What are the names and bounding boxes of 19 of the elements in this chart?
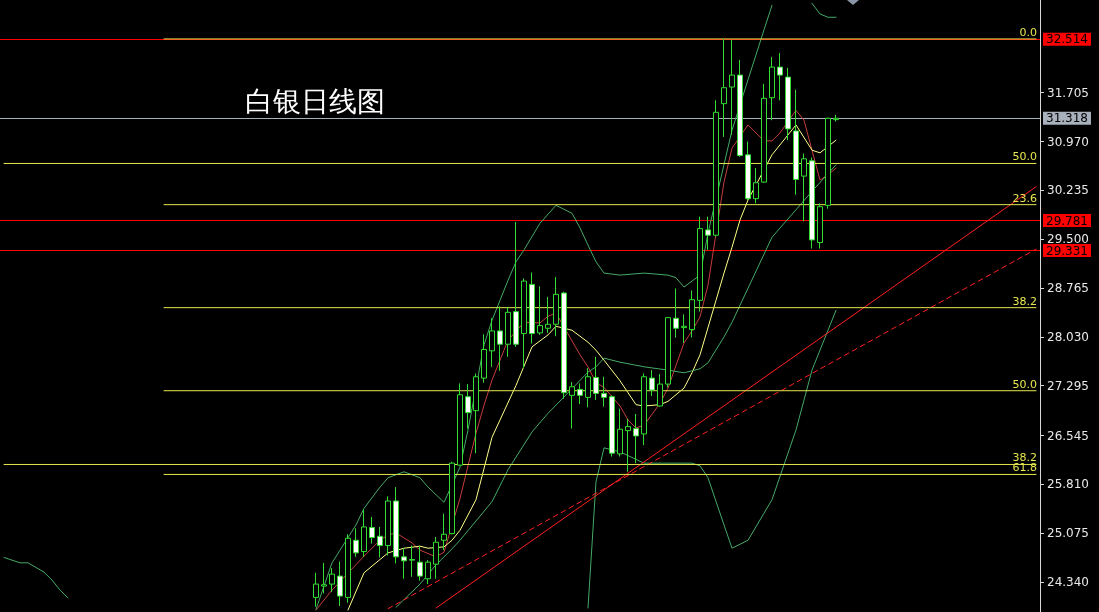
ref-line-label: 29.331 bbox=[1046, 243, 1088, 258]
annotation: 0.0 bbox=[1019, 25, 1037, 39]
y-tick-label: 25.810 bbox=[1047, 477, 1089, 492]
y-tick-label: 25.075 bbox=[1047, 526, 1089, 541]
y-tick-label: 30.970 bbox=[1047, 134, 1089, 149]
y-tick-label: 27.295 bbox=[1047, 378, 1089, 393]
annotation: 38.2 bbox=[1012, 294, 1037, 308]
y-tick-label: 28.030 bbox=[1047, 329, 1089, 344]
y-tick-label: 28.765 bbox=[1047, 281, 1089, 296]
y-tick-label: 26.545 bbox=[1047, 428, 1089, 443]
y-tick-label: 31.705 bbox=[1047, 85, 1089, 100]
y-tick-label: 30.235 bbox=[1047, 183, 1089, 198]
y-tick-label: 24.340 bbox=[1047, 575, 1089, 590]
ref-line-label: 32.514 bbox=[1046, 32, 1088, 47]
ref-line-label: 31.318 bbox=[1046, 111, 1088, 126]
annotation: 50.0 bbox=[1012, 377, 1037, 391]
ref-line-label: 29.781 bbox=[1046, 213, 1088, 228]
annotation: 50.0 bbox=[1012, 150, 1037, 164]
text: 白银日线图 bbox=[245, 84, 385, 118]
